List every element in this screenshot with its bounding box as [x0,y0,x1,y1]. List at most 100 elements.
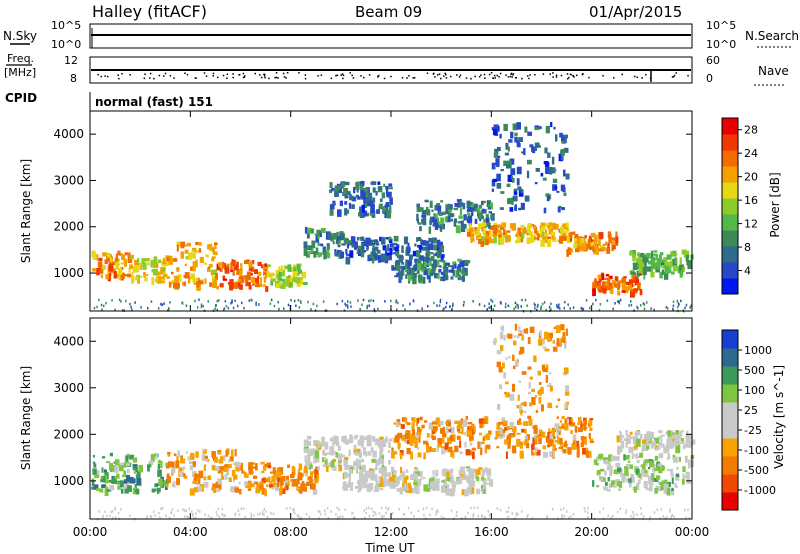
heatmap-cell [322,449,326,456]
heatmap-cell [192,512,194,516]
heatmap-cell [617,445,620,451]
heatmap-cell [436,239,441,247]
heatmap-cell [497,234,502,238]
heatmap-cell [398,508,400,511]
heatmap-cell [296,272,300,276]
heatmap-cell [387,191,392,197]
heatmap-cell [362,298,365,302]
heatmap-cell [685,435,691,443]
heatmap-cell [468,223,472,230]
heatmap-cell [505,451,508,459]
heatmap-cell [98,510,100,513]
heatmap-cell [371,256,375,264]
heatmap-cell [197,283,201,291]
nave-dot [560,74,563,77]
heatmap-cell [547,432,552,439]
heatmap-cell [429,219,432,226]
heatmap-cell [384,204,388,208]
heatmap-cell [251,260,255,264]
heatmap-cell [614,302,616,305]
nave-dot [426,72,429,74]
heatmap-cell [490,214,493,220]
heatmap-cell [185,509,187,513]
heatmap-cell [281,269,286,277]
heatmap-cell [670,514,673,517]
heatmap-cell [380,237,386,245]
heatmap-cell [369,470,374,476]
heatmap-cell [231,299,233,302]
heatmap-cell [514,240,520,244]
heatmap-cell [331,187,335,191]
heatmap-cell [672,307,674,311]
nsearch-tick-high: 10^5 [706,19,736,32]
heatmap-cell [544,331,549,340]
heatmap-cell [660,465,665,471]
heatmap-cell [515,511,518,515]
heatmap-cell [453,207,459,211]
heatmap-cell [575,245,580,253]
colorbar-segment [722,420,738,439]
heatmap-cell [447,265,453,268]
heatmap-cell [428,237,433,243]
heatmap-cell [464,432,467,436]
nave-dot [552,76,554,78]
heatmap-cell [176,241,181,247]
heatmap-cell [495,430,500,438]
nave-dot [149,72,152,75]
heatmap-cell [592,282,597,289]
heatmap-cell [618,488,621,491]
heatmap-cell [517,306,519,309]
heatmap-cell [464,515,467,519]
heatmap-cell [359,210,365,218]
heatmap-cell [426,260,429,263]
heatmap-cell [238,481,241,485]
heatmap-cell [204,455,208,459]
heatmap-cell [391,447,394,452]
heatmap-cell [439,212,443,216]
heatmap-cell [339,231,343,234]
heatmap-cell [661,262,666,268]
heatmap-cell [261,512,264,516]
heatmap-cell [492,230,497,235]
heatmap-cell [562,507,565,510]
heatmap-cell [546,514,549,518]
heatmap-cell [509,394,515,401]
heatmap-cell [216,263,220,271]
heatmap-cell [347,300,349,303]
heatmap-cell [374,511,376,514]
heatmap-cell [379,198,383,202]
heatmap-cell [646,444,650,447]
heatmap-cell [529,231,533,236]
heatmap-cell [257,513,259,516]
heatmap-cell [566,236,572,244]
heatmap-cell [287,264,292,272]
heatmap-cell [180,244,185,249]
nave-dot [433,72,435,75]
heatmap-cell [438,241,443,246]
heatmap-cell [217,507,220,511]
nave-dot [360,75,362,77]
heatmap-cell [440,485,446,493]
heatmap-cell [255,303,257,307]
heatmap-cell [458,201,463,207]
nave-dot [456,74,458,76]
heatmap-cell [438,205,442,214]
heatmap-cell [526,170,530,179]
heatmap-cell [551,507,554,511]
heatmap-cell [371,458,376,463]
heatmap-cell [532,225,537,230]
heatmap-cell [597,274,603,279]
heatmap-cell [561,233,566,237]
heatmap-cell [243,474,249,478]
heatmap-cell [563,139,567,144]
heatmap-cell [658,453,664,459]
heatmap-cell [262,465,267,471]
heatmap-cell [431,209,434,212]
heatmap-cell [113,271,117,279]
heatmap-cell [380,514,383,518]
heatmap-cell [604,460,609,465]
heatmap-cell [464,441,467,448]
heatmap-cell [195,250,199,253]
heatmap-cell [362,467,366,472]
heatmap-cell [531,449,534,456]
